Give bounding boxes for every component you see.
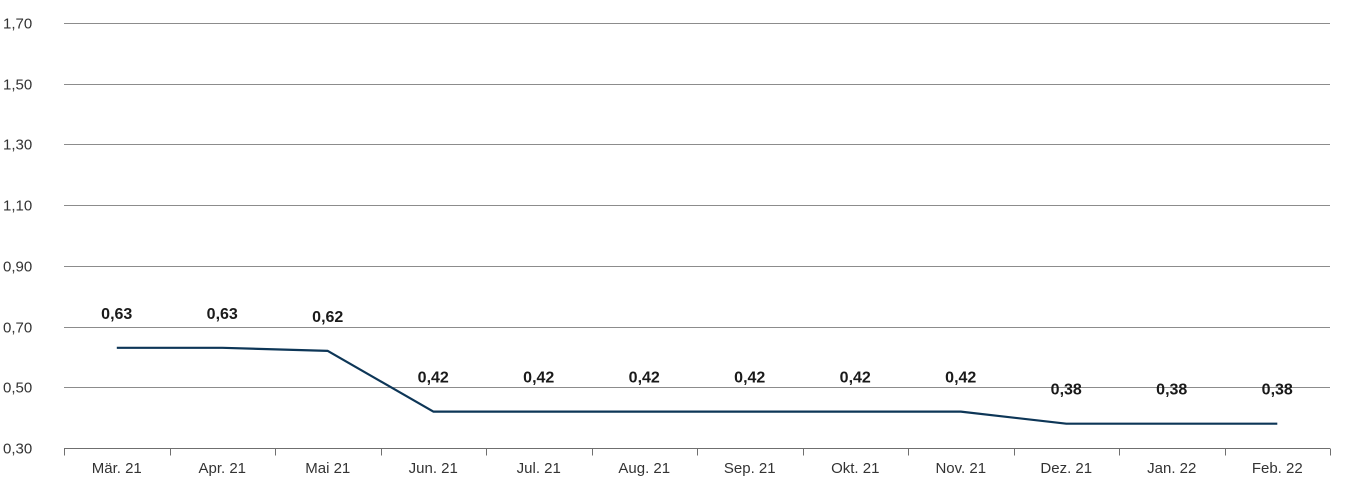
data-label: 0,62 [312, 309, 343, 326]
x-tick-label: Mär. 21 [92, 460, 142, 477]
y-tick-label: 1,70 [3, 16, 32, 33]
x-tick-label: Apr. 21 [198, 460, 246, 477]
x-tick-label: Mai 21 [305, 460, 350, 477]
y-tick-label: 1,10 [3, 198, 32, 215]
data-label: 0,63 [101, 306, 132, 323]
data-label: 0,38 [1051, 382, 1082, 399]
x-tick-label: Aug. 21 [618, 460, 670, 477]
data-label: 0,42 [418, 370, 449, 387]
x-tick-label: Feb. 22 [1252, 460, 1303, 477]
series-line [116, 346, 1278, 425]
x-tick-label: Jul. 21 [517, 460, 561, 477]
y-tick-label: 0,30 [3, 441, 32, 458]
data-label: 0,38 [1262, 382, 1293, 399]
y-tick-label: 1,50 [3, 77, 32, 94]
data-label: 0,42 [734, 370, 765, 387]
data-label: 0,63 [207, 306, 238, 323]
x-tick-label: Jun. 21 [409, 460, 458, 477]
series-line-group [116, 346, 1278, 425]
data-label: 0,38 [1156, 382, 1187, 399]
data-label: 0,42 [629, 370, 660, 387]
data-label: 0,42 [945, 370, 976, 387]
y-tick-label: 0,50 [3, 380, 32, 397]
data-label: 0,42 [840, 370, 871, 387]
gridlines [64, 23, 1330, 388]
y-axis-tick-labels: 0,30 0,50 0,70 0,90 1,10 1,30 1,50 1,70 [3, 16, 32, 458]
x-tick-label: Okt. 21 [831, 460, 879, 477]
y-tick-label: 1,30 [3, 137, 32, 154]
x-axis: Mär. 21 Apr. 21 Mai 21 Jun. 21 Jul. 21 Aug. 2… [64, 448, 1331, 477]
x-tick-label: Dez. 21 [1040, 460, 1092, 477]
y-tick-label: 0,90 [3, 259, 32, 276]
y-tick-label: 0,70 [3, 320, 32, 337]
x-tick-label: Sep. 21 [724, 460, 776, 477]
data-labels: 0,63 0,63 0,62 0,42 0,42 0,42 0,42 0,42 0,42 0,38… [101, 306, 1293, 399]
x-tick-label: Nov. 21 [935, 460, 986, 477]
data-label: 0,42 [523, 370, 554, 387]
x-tick-label: Jan. 22 [1147, 460, 1196, 477]
